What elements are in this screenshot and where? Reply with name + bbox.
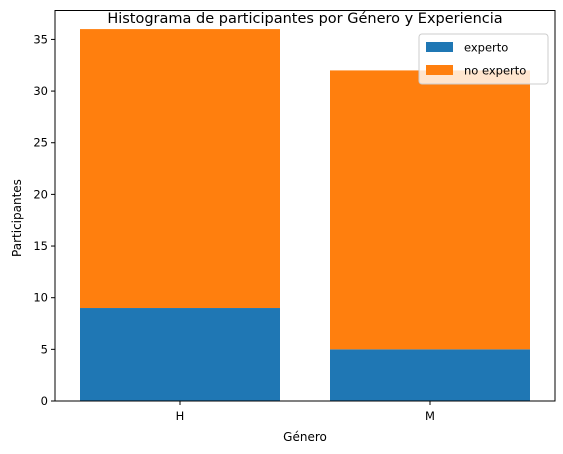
bar-h-no-experto <box>80 29 280 309</box>
y-tick-label: 20 <box>33 187 48 201</box>
legend: experto no experto <box>418 33 549 85</box>
y-tick-label: 30 <box>33 84 48 98</box>
x-tick-label: H <box>176 409 185 423</box>
bars-group <box>80 29 530 401</box>
x-axis-label: Género <box>283 430 327 444</box>
legend-swatch-no-experto <box>426 65 453 75</box>
chart-title: Histograma de participantes por Género y… <box>107 11 502 27</box>
plot-frame <box>54 10 556 402</box>
y-tick-label: 15 <box>33 239 48 253</box>
y-axis-label: Participantes <box>10 179 24 257</box>
bar-m-no-experto <box>330 70 530 350</box>
y-tick-label: 10 <box>33 291 48 305</box>
y-tick-label: 35 <box>33 32 48 46</box>
bar-m-experto <box>330 349 530 401</box>
y-tick-label: 5 <box>41 342 48 356</box>
x-tick-label: M <box>425 409 435 423</box>
y-axis-ticks: 0 5 10 15 20 25 30 35 <box>33 32 55 408</box>
legend-swatch-experto <box>426 42 453 52</box>
y-tick-label: 25 <box>33 136 48 150</box>
legend-label-no-experto: no experto <box>464 64 526 78</box>
y-tick-label: 0 <box>41 394 48 408</box>
legend-label-experto: experto <box>464 41 508 55</box>
bar-h-experto <box>80 308 280 401</box>
